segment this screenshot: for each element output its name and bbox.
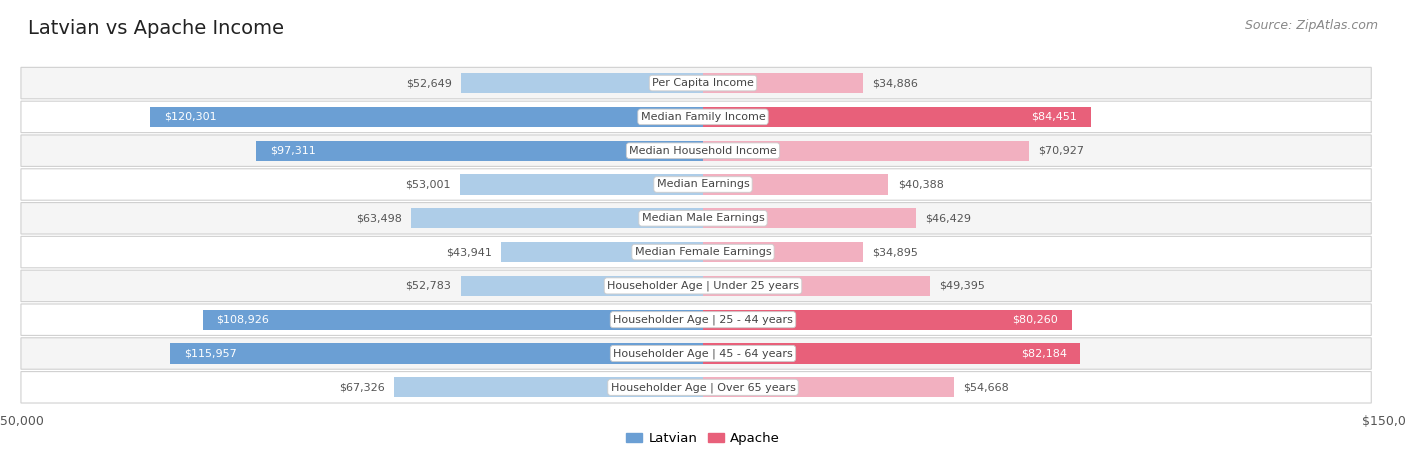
Bar bbox=[256, 141, 703, 161]
Text: $63,498: $63,498 bbox=[356, 213, 402, 223]
Text: $84,451: $84,451 bbox=[1031, 112, 1077, 122]
Bar bbox=[703, 208, 917, 228]
Text: $80,260: $80,260 bbox=[1012, 315, 1057, 325]
Text: Median Female Earnings: Median Female Earnings bbox=[634, 247, 772, 257]
Bar bbox=[461, 73, 703, 93]
FancyBboxPatch shape bbox=[21, 67, 1371, 99]
Text: $108,926: $108,926 bbox=[217, 315, 270, 325]
Bar bbox=[703, 174, 889, 195]
Text: Per Capita Income: Per Capita Income bbox=[652, 78, 754, 88]
Text: Householder Age | 45 - 64 years: Householder Age | 45 - 64 years bbox=[613, 348, 793, 359]
Legend: Latvian, Apache: Latvian, Apache bbox=[620, 427, 786, 451]
Bar bbox=[394, 377, 703, 397]
Bar bbox=[703, 73, 863, 93]
Bar bbox=[150, 107, 703, 127]
Text: Median Household Income: Median Household Income bbox=[628, 146, 778, 156]
Text: Householder Age | Over 65 years: Householder Age | Over 65 years bbox=[610, 382, 796, 393]
Text: $34,886: $34,886 bbox=[872, 78, 918, 88]
FancyBboxPatch shape bbox=[21, 304, 1371, 335]
Text: $115,957: $115,957 bbox=[184, 348, 238, 359]
Bar bbox=[703, 107, 1091, 127]
FancyBboxPatch shape bbox=[21, 169, 1371, 200]
Text: $34,895: $34,895 bbox=[873, 247, 918, 257]
Bar bbox=[170, 343, 703, 364]
Text: $52,783: $52,783 bbox=[405, 281, 451, 291]
FancyBboxPatch shape bbox=[21, 372, 1371, 403]
Text: $46,429: $46,429 bbox=[925, 213, 972, 223]
Text: $43,941: $43,941 bbox=[446, 247, 492, 257]
Text: Householder Age | 25 - 44 years: Householder Age | 25 - 44 years bbox=[613, 314, 793, 325]
Text: Householder Age | Under 25 years: Householder Age | Under 25 years bbox=[607, 281, 799, 291]
Text: Source: ZipAtlas.com: Source: ZipAtlas.com bbox=[1244, 19, 1378, 32]
Text: $120,301: $120,301 bbox=[165, 112, 217, 122]
Text: Median Earnings: Median Earnings bbox=[657, 179, 749, 190]
Bar bbox=[703, 276, 929, 296]
Text: $67,326: $67,326 bbox=[339, 382, 385, 392]
Text: $52,649: $52,649 bbox=[406, 78, 451, 88]
FancyBboxPatch shape bbox=[21, 270, 1371, 302]
Text: Median Family Income: Median Family Income bbox=[641, 112, 765, 122]
Bar bbox=[703, 141, 1029, 161]
FancyBboxPatch shape bbox=[21, 135, 1371, 166]
Text: $54,668: $54,668 bbox=[963, 382, 1010, 392]
Bar bbox=[703, 377, 955, 397]
Text: $53,001: $53,001 bbox=[405, 179, 450, 190]
Bar bbox=[703, 310, 1071, 330]
FancyBboxPatch shape bbox=[21, 101, 1371, 133]
Bar bbox=[412, 208, 703, 228]
Bar bbox=[460, 174, 703, 195]
Text: $70,927: $70,927 bbox=[1038, 146, 1084, 156]
Bar bbox=[703, 343, 1080, 364]
Text: $97,311: $97,311 bbox=[270, 146, 315, 156]
Bar bbox=[202, 310, 703, 330]
Text: $40,388: $40,388 bbox=[897, 179, 943, 190]
Bar bbox=[703, 242, 863, 262]
Text: Median Male Earnings: Median Male Earnings bbox=[641, 213, 765, 223]
Bar bbox=[461, 276, 703, 296]
FancyBboxPatch shape bbox=[21, 203, 1371, 234]
Text: $82,184: $82,184 bbox=[1021, 348, 1067, 359]
Text: Latvian vs Apache Income: Latvian vs Apache Income bbox=[28, 19, 284, 38]
Bar bbox=[501, 242, 703, 262]
Text: $49,395: $49,395 bbox=[939, 281, 986, 291]
FancyBboxPatch shape bbox=[21, 236, 1371, 268]
FancyBboxPatch shape bbox=[21, 338, 1371, 369]
